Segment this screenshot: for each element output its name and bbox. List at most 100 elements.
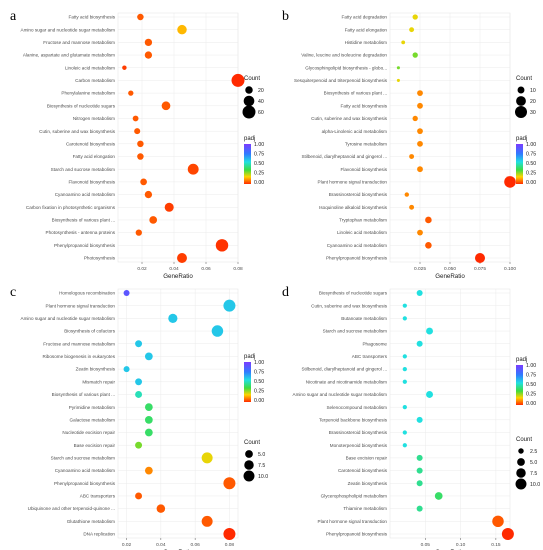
count-legend-label: 5.0 — [530, 460, 537, 466]
data-point — [135, 229, 142, 236]
data-point — [416, 467, 423, 474]
x-tick-label: 0.10 — [456, 542, 466, 548]
count-legend-label: 20 — [258, 88, 264, 94]
padj-legend-label: 0.50 — [254, 161, 264, 167]
data-point — [177, 24, 187, 35]
padj-legend-title: padj — [516, 136, 527, 142]
y-tick-label: Zeatin biosynthesis — [76, 367, 116, 372]
y-tick-label: Monoterpenoid biosynthesis — [330, 443, 388, 448]
count-legend-dot — [243, 95, 255, 107]
y-tick-label: Biosynthesis of various plant ... — [52, 392, 115, 397]
data-point — [132, 115, 139, 122]
y-tick-label: Biosynthesis of cofactors — [64, 329, 116, 334]
padj-legend-label: 0.25 — [526, 171, 536, 177]
data-point — [144, 403, 153, 412]
panel-c: c Homologous recombination Plant hormone s… — [10, 285, 268, 550]
y-tick-label: Pyrimidine metabolism — [69, 405, 115, 410]
count-legend-title: Count — [244, 440, 260, 446]
y-tick-label: Biosynthesis of nucleotide sugars — [47, 103, 116, 108]
data-point — [409, 204, 415, 210]
data-point — [409, 154, 415, 159]
data-point — [215, 239, 229, 252]
count-legend-dot — [245, 450, 253, 458]
y-tick-label: Thiamine metabolism — [343, 506, 387, 511]
data-point — [416, 505, 423, 512]
data-point — [123, 290, 130, 296]
y-tick-label: Fatty acid elongation — [345, 27, 388, 32]
count-legend-dot — [516, 96, 526, 106]
x-axis-title: GeneRatio — [163, 273, 193, 280]
count-legend-dot — [518, 448, 524, 454]
data-point — [123, 366, 130, 373]
data-point — [161, 101, 171, 111]
padj-legend-label: 1.00 — [526, 142, 536, 148]
y-tick-label: Cyanoamino acid metabolism — [55, 192, 115, 197]
data-point — [492, 515, 504, 528]
data-point — [416, 416, 423, 423]
y-tick-label: Cyanoamino acid metabolism — [55, 468, 115, 473]
data-point — [128, 90, 134, 96]
y-tick-label: Fructose and mannose metabolism — [43, 40, 115, 45]
y-tick-label: Cyanoamino acid metabolism — [327, 243, 387, 248]
y-tick-label: Butanoate metabolism — [341, 316, 387, 321]
data-point — [417, 128, 423, 135]
count-legend-dot — [515, 478, 527, 490]
padj-legend-label: 1.00 — [254, 360, 264, 366]
count-legend-label: 5.0 — [258, 452, 265, 458]
data-point — [137, 140, 144, 148]
y-tick-label: Nicotinate and nicotinamide metabolism — [306, 379, 387, 384]
data-point — [409, 27, 415, 33]
plot-area — [389, 288, 511, 539]
plot-area — [117, 12, 239, 263]
x-tick-label: 0.050 — [444, 266, 456, 272]
y-tick-label: ABC transporters — [80, 494, 116, 499]
data-point — [402, 379, 407, 384]
count-legend-label: 30 — [530, 110, 536, 116]
y-tick-label: Homologous recombination — [59, 291, 115, 296]
x-tick-label: 0.08 — [225, 542, 235, 548]
count-legend-label: 10 — [530, 88, 536, 94]
x-axis-title: GeneRatio — [435, 273, 465, 280]
y-tick-label: Carbon fixation in photosynthetic organi… — [26, 205, 116, 210]
data-point — [425, 242, 432, 249]
data-point — [223, 528, 236, 540]
padj-legend-label: 1.00 — [526, 363, 536, 369]
y-tick-label: Brassinosteroid biosynthesis — [329, 430, 388, 435]
y-tick-label: Carotenoid biosynthesis — [338, 468, 388, 473]
data-point — [417, 166, 423, 173]
data-point — [177, 253, 187, 263]
data-point — [231, 73, 245, 87]
data-point — [144, 415, 153, 424]
y-tick-label: Fructose and mannose metabolism — [43, 341, 115, 346]
y-tick-label: Glutathione metabolism — [67, 519, 115, 524]
data-point — [168, 313, 178, 323]
y-tick-label: Phenylpropanoid biosynthesis — [326, 256, 388, 261]
y-tick-label: Terpenoid backbone biosynthesis — [319, 417, 388, 422]
data-point — [417, 90, 423, 97]
data-point — [149, 216, 158, 224]
panel-a: a Fatty acid biosynthesis Amino sugar and … — [10, 9, 264, 280]
data-point — [425, 216, 432, 224]
y-tick-label: Fatty acid biosynthesis — [341, 103, 388, 108]
panel-label-c: c — [10, 285, 16, 300]
y-tick-label: Starch and sucrose metabolism — [323, 329, 388, 334]
data-point — [416, 340, 423, 347]
y-tick-label: Base excision repair — [74, 443, 116, 448]
padj-legend-label: 0.75 — [254, 152, 264, 158]
data-point — [201, 515, 213, 527]
x-tick-label: 0.15 — [491, 542, 501, 548]
y-tick-label: Nucleotide excision repair — [62, 430, 115, 435]
data-point — [402, 316, 407, 321]
y-tick-label: Flavonoid biosynthesis — [341, 167, 388, 172]
data-point — [402, 303, 407, 308]
y-tick-label: Nitrogen metabolism — [73, 116, 115, 121]
count-legend-label: 10.0 — [258, 474, 268, 480]
padj-legend-label: 0.25 — [526, 392, 536, 398]
y-tick-label: Sesquiterpenoid and triterpenoid biosynt… — [294, 78, 388, 83]
data-point — [135, 340, 143, 348]
x-tick-label: 0.02 — [137, 266, 147, 272]
padj-legend-label: 0.25 — [254, 171, 264, 177]
data-point — [416, 290, 423, 296]
y-tick-label: Plant hormone signal transduction — [318, 519, 388, 524]
